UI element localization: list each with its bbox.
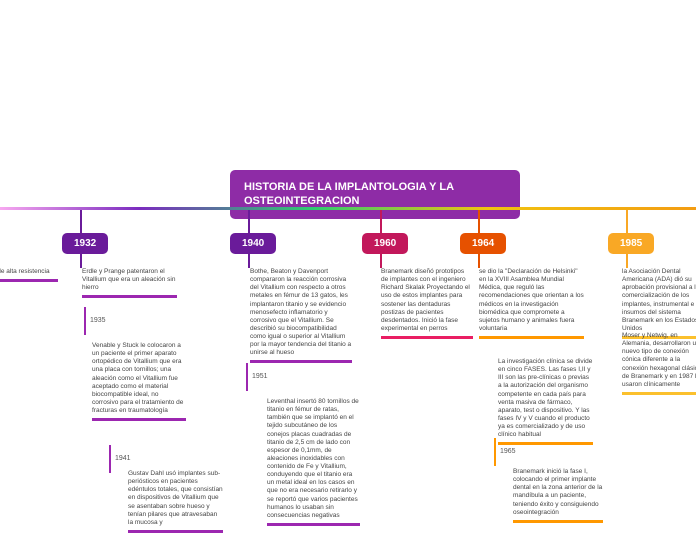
sub-connector-2 [246,363,248,391]
desc-1932: Erdle y Prange patentaron el Vitallium q… [82,268,177,298]
connector-down-1964 [478,253,480,268]
sub-year-1965: 1965 [500,448,516,455]
timeline-line [0,207,696,210]
sub-desc-1: Gustav Dahl usó implantes sub-perióstico… [128,470,223,533]
connector-1960 [380,210,382,233]
connector-down-1932 [80,253,82,268]
sub-year-1941: 1941 [115,455,131,462]
sub-connector-4 [494,438,496,466]
connector-down-1940 [248,253,250,268]
title-text: HISTORIA DE LA IMPLANTOLOGIA Y LA OSTEOI… [244,181,454,207]
year-1960[interactable]: 1960 [362,233,408,254]
desc-1985: la Asociación Dental Americana (ADA) dió… [622,268,696,339]
desc-partial: tó de alta resistencia [0,268,58,282]
year-1985[interactable]: 1985 [608,233,654,254]
desc-1960: Branemark diseñó prototipos de implantes… [381,268,473,339]
connector-1932 [80,210,82,233]
sub-year-1935: 1935 [90,317,106,324]
connector-1940 [248,210,250,233]
desc-1940: Bothe, Beaton y Davenport compararon la … [250,268,352,363]
year-1964[interactable]: 1964 [460,233,506,254]
sub-desc-5: Moser y Netwig, en Alemania, desarrollar… [622,332,696,395]
connector-down-1960 [380,253,382,268]
desc-1964: se dio la "Declaración de Helsinki" en l… [479,268,584,339]
connector-1985 [626,210,628,233]
title-box: HISTORIA DE LA IMPLANTOLOGIA Y LA OSTEOI… [230,170,520,219]
sub-connector-0 [84,307,86,335]
sub-desc-3: La investigación clínica se divide en ci… [498,358,593,445]
year-1940[interactable]: 1940 [230,233,276,254]
connector-down-1985 [626,253,628,268]
sub-desc-4: Branemark inició la fase I, colocando el… [513,468,603,523]
connector-1964 [478,210,480,233]
year-1932[interactable]: 1932 [62,233,108,254]
sub-connector-1 [109,445,111,473]
sub-desc-0: Venable y Stuck le colocaron a un pacien… [92,342,186,421]
sub-desc-2: Leventhal insertó 80 tornillos de titani… [267,398,360,526]
sub-year-1951: 1951 [252,373,268,380]
